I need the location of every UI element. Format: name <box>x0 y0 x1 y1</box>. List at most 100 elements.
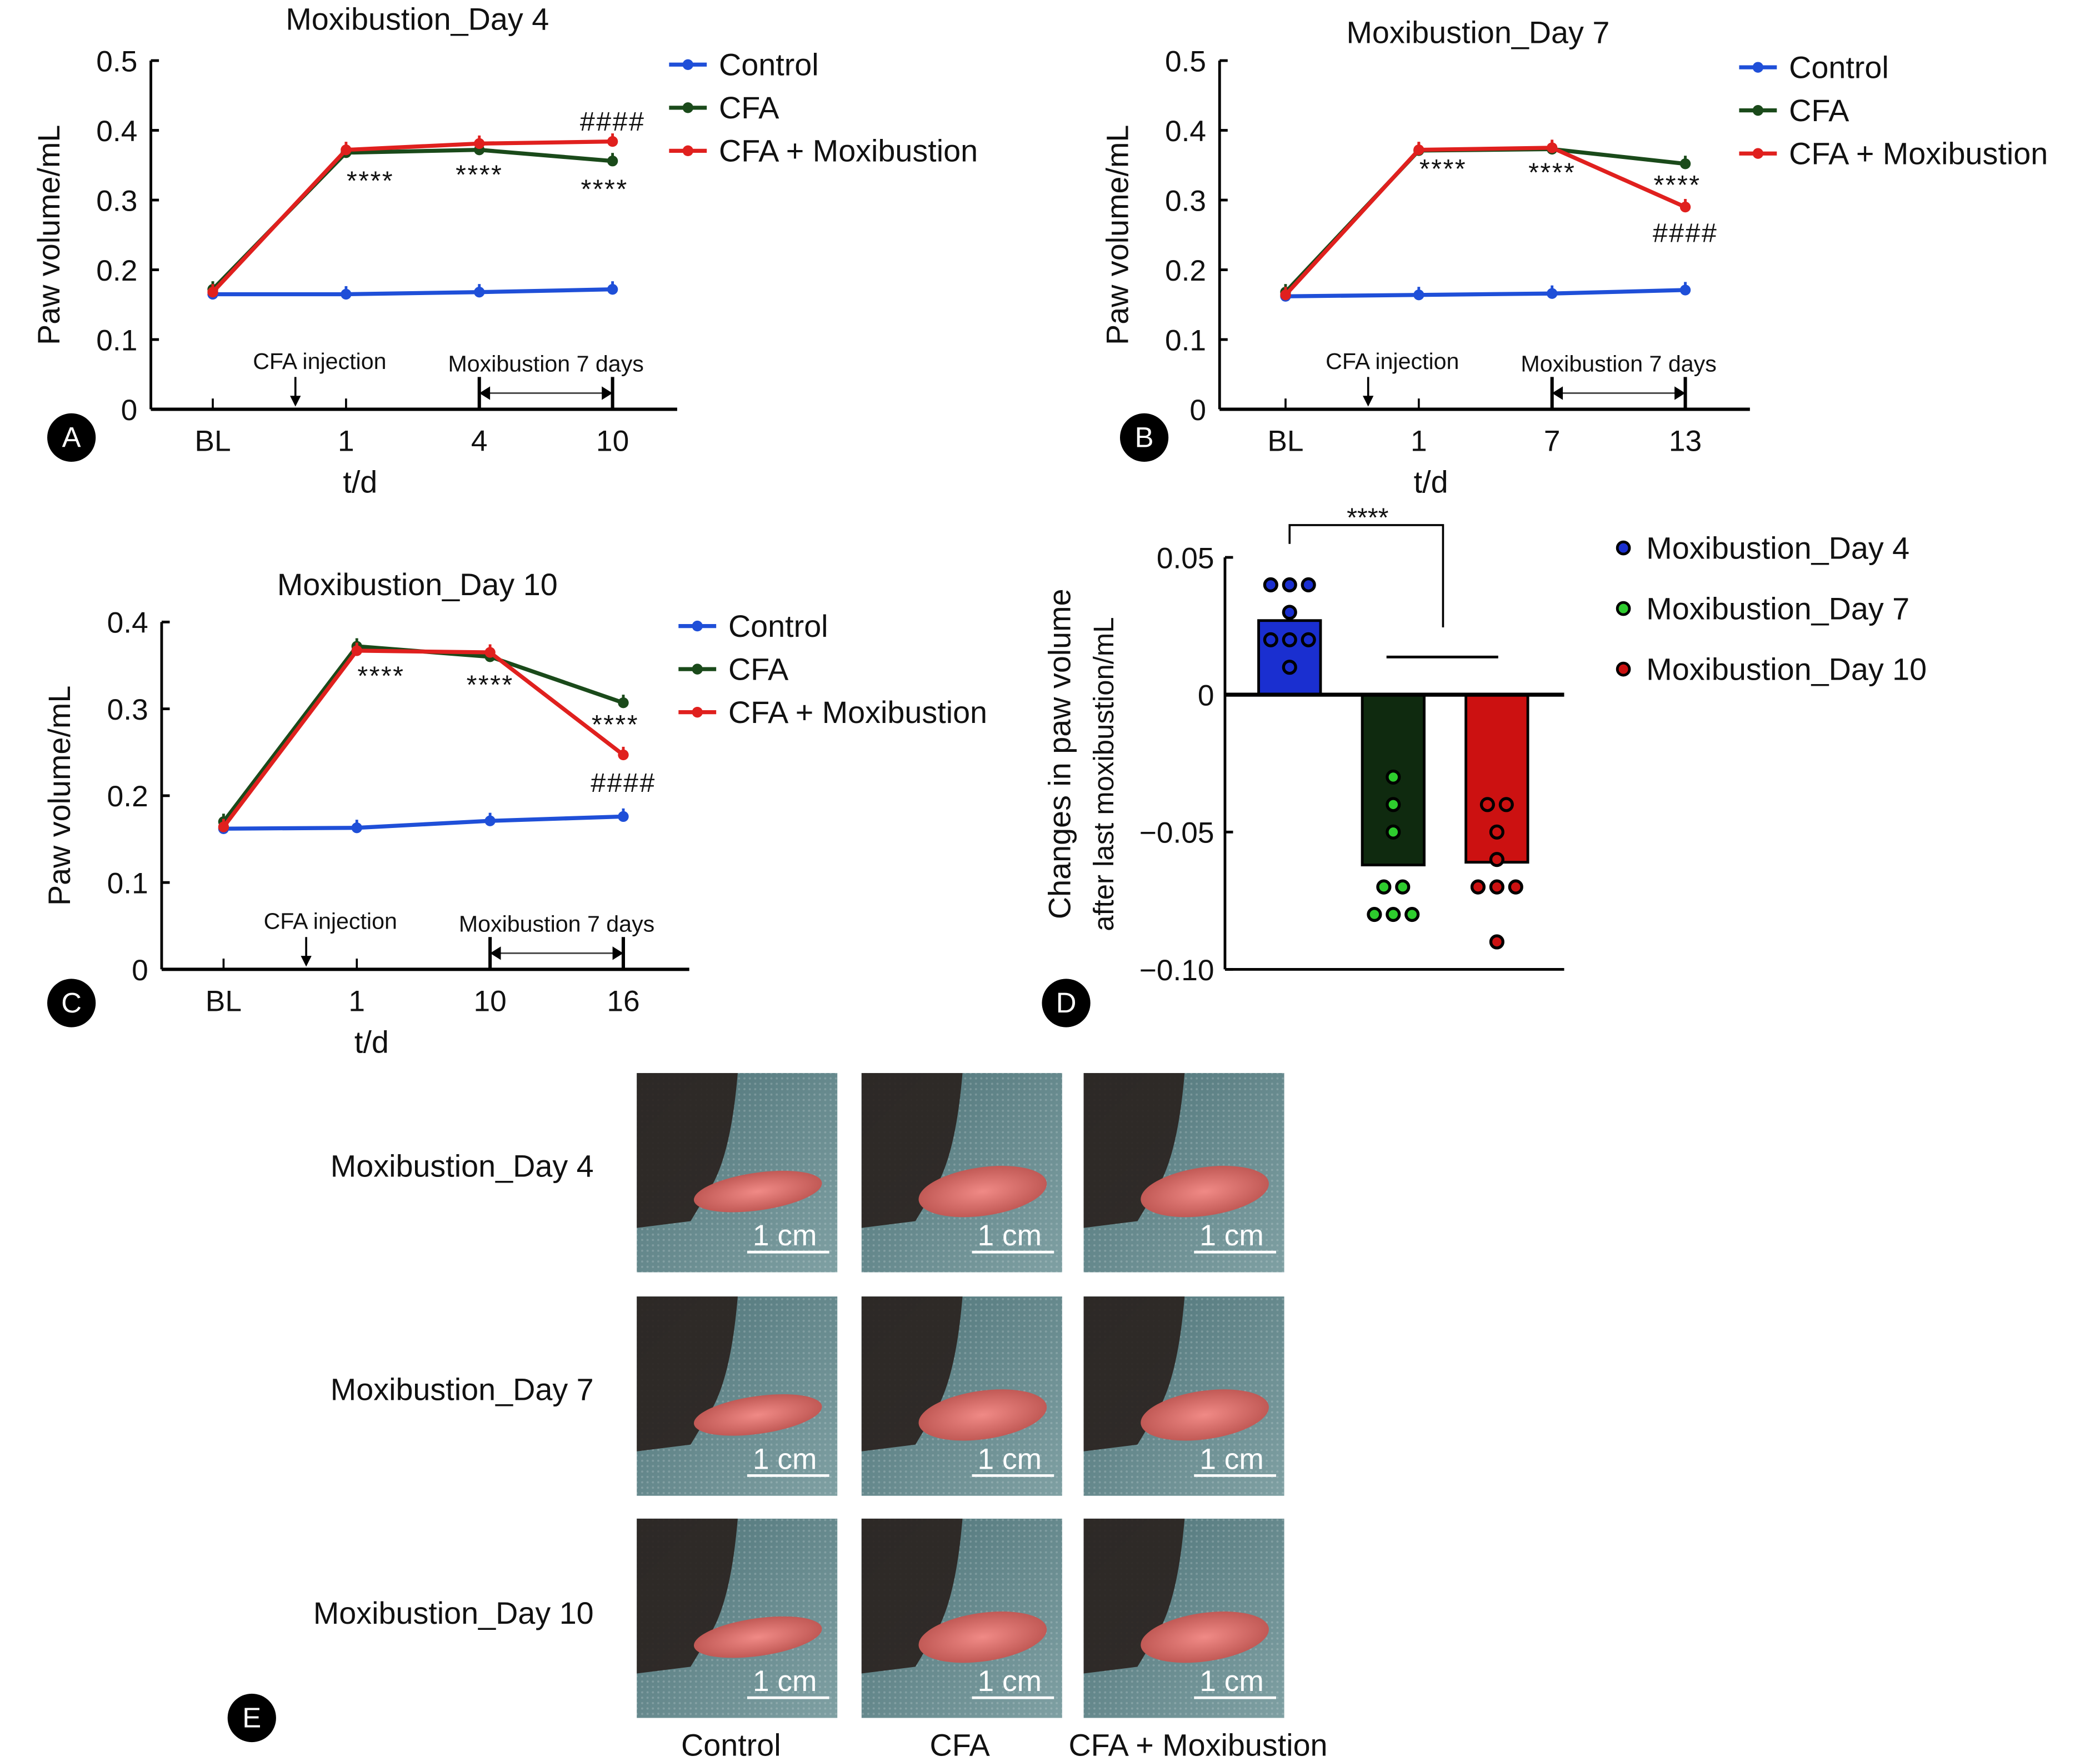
data-point <box>1679 158 1691 169</box>
rat-body <box>1083 1518 1185 1674</box>
arrow-head-icon <box>1363 396 1374 407</box>
y-tick-label: 0 <box>1189 394 1206 427</box>
x-tick-label: BL <box>206 985 242 1018</box>
treatment-label: Moxibustion 7 days <box>459 911 654 937</box>
data-dot <box>1263 577 1278 593</box>
rat-body <box>637 1518 738 1674</box>
data-dot <box>1395 879 1411 895</box>
x-axis-label: t/d <box>1414 465 1448 500</box>
y-tick-label: 0.5 <box>1165 45 1206 78</box>
paw <box>918 1166 1047 1218</box>
arrow-right-icon <box>612 946 623 960</box>
arrow-left-icon <box>490 946 501 960</box>
x-tick-label: 4 <box>471 425 488 458</box>
legend-label: CFA <box>1789 93 1849 128</box>
rat-body <box>637 1072 738 1228</box>
scale-bar-label: 1 cm <box>1199 1219 1264 1252</box>
y-tick-label: 0.05 <box>1157 542 1214 575</box>
legend-label: CFA <box>719 91 779 125</box>
arrow-left-icon <box>1552 386 1563 400</box>
legend-marker <box>682 59 693 70</box>
paw-photo <box>1083 1296 1284 1496</box>
legend-marker <box>692 620 703 632</box>
paw <box>1141 1389 1269 1441</box>
legend-label: CFA <box>728 652 789 687</box>
x-axis-label: t/d <box>343 465 377 500</box>
data-dot <box>1301 577 1316 593</box>
scale-bar-label: 1 cm <box>753 1219 817 1252</box>
data-dot <box>1386 797 1401 812</box>
panel-label: A <box>62 421 81 453</box>
series-line-0 <box>213 287 613 297</box>
paw-photo <box>1083 1518 1284 1718</box>
legend-marker <box>1752 104 1764 116</box>
paw <box>693 1170 822 1213</box>
bar-0 <box>1257 619 1322 696</box>
data-point <box>1413 290 1424 301</box>
paw-photo <box>861 1072 1062 1273</box>
y-tick-label: 0.1 <box>1165 324 1206 357</box>
y-tick-label: −0.10 <box>1139 954 1214 987</box>
paw-photo <box>861 1296 1062 1496</box>
y-tick-label: 0 <box>132 954 148 987</box>
y-tick-label: 0.3 <box>96 184 137 217</box>
data-dot <box>1489 852 1504 867</box>
x-tick-label: 1 <box>1411 425 1427 458</box>
scale-bar-label: 1 cm <box>1199 1665 1264 1698</box>
legend-label: Control <box>728 609 828 643</box>
legend-marker <box>692 664 703 675</box>
rat-body <box>861 1072 963 1228</box>
x-tick-label: 10 <box>473 985 506 1018</box>
panel-label-badge <box>47 413 96 462</box>
column-label: Control <box>681 1728 781 1761</box>
significance-mark: **** <box>581 174 628 204</box>
series-line-0 <box>223 814 624 831</box>
data-dot <box>1508 879 1523 895</box>
legend-label: Moxibustion_Day 4 <box>1646 531 1909 565</box>
significance-mark: **** <box>1653 170 1701 200</box>
paw <box>1141 1166 1269 1218</box>
y-axis-label: Paw volume/mL <box>1101 125 1135 345</box>
panel-label-badge <box>47 979 96 1027</box>
y-tick-label: 0.3 <box>1165 184 1206 217</box>
y-tick-label: 0.3 <box>107 694 148 726</box>
treatment-label: Moxibustion 7 days <box>448 351 643 377</box>
legend-marker <box>1616 540 1631 556</box>
injection-label: CFA injection <box>1326 348 1459 374</box>
scale-bar-label: 1 cm <box>978 1665 1042 1698</box>
y-tick-label: 0.5 <box>96 45 137 78</box>
scale-bar-label: 1 cm <box>753 1665 817 1698</box>
panel-label: D <box>1056 987 1077 1019</box>
row-label: Moxibustion_Day 10 <box>313 1596 594 1630</box>
x-tick-label: BL <box>194 425 231 458</box>
significance-mark: **** <box>1347 502 1389 532</box>
paw <box>918 1611 1047 1663</box>
y-tick-label: 0.1 <box>96 324 137 357</box>
series-line-1 <box>211 148 613 291</box>
column-label: CFA + Moxibustion <box>1068 1728 1327 1761</box>
x-tick-label: BL <box>1267 425 1303 458</box>
data-dot <box>1489 934 1504 950</box>
data-dot <box>1489 879 1504 895</box>
panel-label: E <box>242 1702 261 1733</box>
paw-photo <box>637 1296 838 1496</box>
legend-marker <box>1616 661 1631 677</box>
panel-label: C <box>61 987 82 1019</box>
rat-body <box>1083 1072 1185 1228</box>
injection-label: CFA injection <box>264 909 397 934</box>
panel-label: B <box>1135 421 1154 453</box>
scale-bar-label: 1 cm <box>978 1443 1042 1475</box>
y-tick-label: 0.4 <box>1165 115 1206 148</box>
y-tick-label: 0.4 <box>107 607 148 640</box>
injection-label: CFA injection <box>253 348 386 374</box>
y-axis-label: Changes in paw volume <box>1042 588 1077 919</box>
x-tick-label: 1 <box>348 985 365 1018</box>
data-dot <box>1386 824 1401 840</box>
x-tick-label: 10 <box>596 425 629 458</box>
chart-title: Moxibustion_Day 10 <box>277 567 558 602</box>
data-dot <box>1386 906 1401 922</box>
paw <box>693 1394 822 1436</box>
series-line-2 <box>222 648 625 829</box>
row-label: Moxibustion_Day 7 <box>331 1373 594 1407</box>
